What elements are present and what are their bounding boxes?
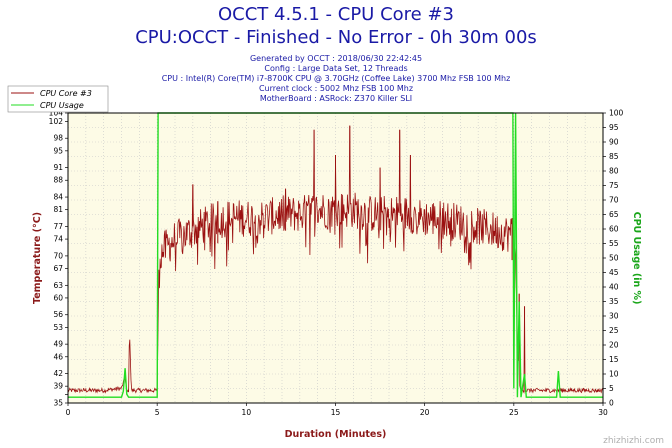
legend: CPU Core #3 CPU Usage bbox=[7, 85, 109, 113]
y-right-tick-label: 65 bbox=[609, 210, 619, 219]
y-left-tick-label: 74 bbox=[53, 235, 63, 244]
y-right-tick-label: 55 bbox=[609, 239, 619, 248]
y-left-tick-label: 46 bbox=[53, 352, 63, 361]
y-left-tick-label: 95 bbox=[53, 146, 63, 155]
y-left-tick-label: 77 bbox=[53, 222, 63, 231]
x-tick-label: 30 bbox=[598, 408, 608, 417]
y-right-tick-label: 10 bbox=[609, 370, 619, 379]
x-tick-label: 15 bbox=[331, 408, 341, 417]
y-right-tick-label: 30 bbox=[609, 312, 619, 321]
y-left-tick-label: 91 bbox=[53, 163, 63, 172]
x-tick-label: 10 bbox=[242, 408, 252, 417]
series-line-cpu-usage bbox=[68, 112, 603, 398]
y-left-tick-label: 67 bbox=[53, 264, 63, 273]
y-right-tick-label: 75 bbox=[609, 181, 619, 190]
info-config: Config : Large Data Set, 12 Threads bbox=[264, 64, 408, 73]
y-left-tick-label: 35 bbox=[53, 399, 63, 408]
chart-title-line2: CPU:OCCT - Finished - No Error - 0h 30m … bbox=[135, 27, 537, 48]
info-cpu: CPU : Intel(R) Core(TM) i7-8700K CPU @ 3… bbox=[161, 74, 511, 83]
y-right-tick-label: 0 bbox=[609, 399, 614, 408]
y-left-tick-label: 56 bbox=[53, 310, 63, 319]
y-right-tick-label: 20 bbox=[609, 341, 619, 350]
x-axis-label: Duration (Minutes) bbox=[285, 429, 387, 440]
y-left-tick-label: 88 bbox=[53, 176, 63, 185]
chart-title-line1: OCCT 4.5.1 - CPU Core #3 bbox=[218, 4, 454, 25]
info-clock: Current clock : 5002 Mhz FSB 100 Mhz bbox=[258, 84, 414, 93]
legend-box bbox=[7, 85, 109, 113]
y-right-tick-label: 60 bbox=[609, 225, 619, 234]
y-right-tick-label: 50 bbox=[609, 254, 619, 263]
y-left-tick-label: 42 bbox=[53, 369, 63, 378]
y-left-tick-label: 63 bbox=[53, 281, 63, 290]
legend-label-cpu-core-3: CPU Core #3 bbox=[40, 89, 92, 98]
y-right-tick-label: 85 bbox=[609, 152, 619, 161]
y-right-tick-label: 35 bbox=[609, 297, 619, 306]
y-right-tick-label: 70 bbox=[609, 196, 619, 205]
y-left-tick-label: 39 bbox=[53, 382, 63, 391]
info-generated: Generated by OCCT : 2018/06/30 22:42:45 bbox=[249, 54, 423, 63]
y-right-tick-label: 90 bbox=[609, 138, 619, 147]
y-right-tick-label: 40 bbox=[609, 283, 619, 292]
x-tick-label: 25 bbox=[509, 408, 519, 417]
y-right-tick-label: 80 bbox=[609, 167, 619, 176]
y-left-axis-label: Temperature (°C) bbox=[32, 212, 43, 304]
y-right-tick-label: 100 bbox=[609, 109, 624, 118]
y-left-tick-label: 70 bbox=[53, 251, 63, 260]
legend-label-cpu-usage: CPU Usage bbox=[40, 101, 84, 110]
y-left-tick-label: 98 bbox=[53, 134, 63, 143]
y-right-axis-label: CPU Usage (in %) bbox=[631, 212, 642, 305]
y-left-tick-label: 49 bbox=[53, 340, 63, 349]
y-left-tick-label: 84 bbox=[53, 193, 63, 202]
y-right-tick-label: 95 bbox=[609, 123, 619, 132]
y-right-tick-label: 45 bbox=[609, 268, 619, 277]
info-motherboard: MotherBoard : ASRock: Z370 Killer SLI bbox=[259, 94, 413, 103]
watermark: zhizhizhi.com bbox=[603, 436, 664, 446]
y-right-tick-label: 15 bbox=[609, 355, 619, 364]
y-right-tick-label: 25 bbox=[609, 326, 619, 335]
plot-border bbox=[67, 112, 604, 404]
y-left-tick-label: 60 bbox=[53, 293, 63, 302]
y-left-tick-label: 53 bbox=[53, 323, 63, 332]
y-left-tick-label: 102 bbox=[49, 117, 64, 126]
y-left-tick-label: 81 bbox=[53, 205, 63, 214]
x-tick-label: 5 bbox=[155, 408, 160, 417]
x-tick-label: 0 bbox=[66, 408, 71, 417]
x-tick-label: 20 bbox=[420, 408, 430, 417]
y-right-tick-label: 5 bbox=[609, 384, 614, 393]
y-left-tick-label: 104 bbox=[49, 109, 64, 118]
